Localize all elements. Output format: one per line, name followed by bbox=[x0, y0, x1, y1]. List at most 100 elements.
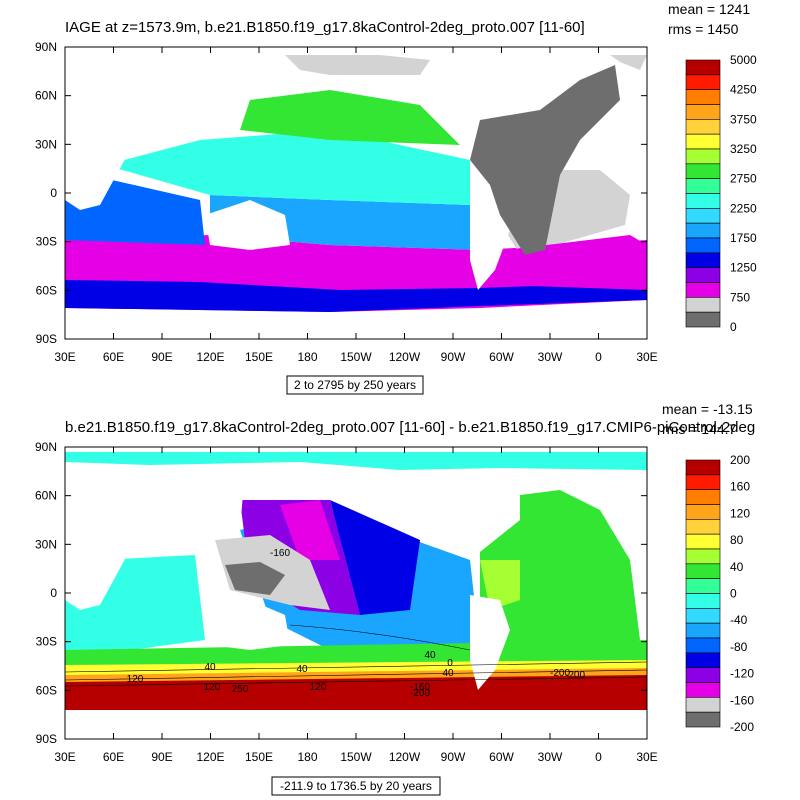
contour-label: 120 bbox=[310, 682, 327, 693]
contour-label: -200 bbox=[550, 668, 570, 679]
y-tick-label: 30N bbox=[35, 537, 57, 551]
top-asia bbox=[110, 55, 250, 150]
x-tick-label: 90W bbox=[441, 350, 466, 364]
bottom-atlantic-green bbox=[480, 490, 640, 665]
bottom-colorbar: 200 160 120 80 40 0 -40 -80 -120 -160 -200 bbox=[685, 453, 754, 734]
bottom-range-box bbox=[271, 776, 441, 796]
colorbar-swatch bbox=[685, 267, 721, 283]
colorbar-label: -200 bbox=[730, 720, 754, 734]
bottom-arctic-cyan bbox=[65, 452, 647, 470]
colorbar-swatch bbox=[685, 119, 721, 135]
colorbar-label: -120 bbox=[730, 667, 754, 681]
top-y-axis: 90N 60N 30N 0 30S 60S 90S bbox=[35, 40, 647, 346]
colorbar-swatch bbox=[685, 548, 721, 565]
bottom-north-america bbox=[420, 470, 520, 560]
x-tick-label: 120E bbox=[196, 750, 224, 764]
colorbar-label: 5000 bbox=[730, 53, 757, 67]
bottom-rms: rms = 144.7 bbox=[662, 421, 737, 437]
colorbar-label: 0 bbox=[730, 587, 737, 601]
top-africa bbox=[65, 105, 130, 210]
bottom-x-axis: 30E 60E 90E 120E 150E 180 150W 120W 90W 60W 30W 0 30… bbox=[54, 447, 658, 764]
colorbar-label: 750 bbox=[730, 290, 750, 304]
contour-label: 40 bbox=[442, 668, 454, 679]
top-panel: IAGE at z=1573.9m, b.e21.B1850.f19_g17.8… bbox=[35, 1, 757, 395]
bottom-africa bbox=[65, 505, 130, 610]
colorbar-label: 160 bbox=[730, 480, 750, 494]
colorbar-swatch bbox=[685, 74, 721, 90]
y-tick-label: 60N bbox=[35, 489, 57, 503]
colorbar-swatch bbox=[685, 608, 721, 624]
top-mean: mean = 1241 bbox=[668, 1, 750, 17]
colorbar-label: 40 bbox=[730, 560, 744, 574]
x-tick-label: 180 bbox=[297, 350, 317, 364]
y-tick-label: 30N bbox=[35, 137, 57, 151]
x-tick-label: 150E bbox=[245, 750, 273, 764]
colorbar-label: 3250 bbox=[730, 142, 757, 156]
y-tick-label: 90N bbox=[35, 440, 57, 454]
bottom-pacific-dark bbox=[225, 562, 285, 595]
colorbar-label: 1750 bbox=[730, 231, 757, 245]
x-tick-label: 30E bbox=[636, 750, 657, 764]
y-tick-label: 0 bbox=[50, 186, 57, 200]
colorbar-swatch bbox=[685, 637, 721, 654]
colorbar-label: 120 bbox=[730, 506, 750, 520]
bottom-asia bbox=[110, 470, 245, 550]
colorbar-swatch bbox=[685, 652, 721, 668]
colorbar-swatch bbox=[685, 489, 721, 505]
x-tick-label: 180 bbox=[297, 750, 317, 764]
bottom-south-america bbox=[470, 595, 510, 690]
x-tick-label: 60W bbox=[489, 350, 514, 364]
top-dark-region bbox=[470, 65, 620, 255]
colorbar-label: 3750 bbox=[730, 112, 757, 126]
top-x-axis: 30E 60E 90E 120E 150E 180 150W 120W 90W 60W 30W 0 30… bbox=[54, 47, 658, 364]
top-arctic-light-east bbox=[610, 55, 647, 70]
contour-label: -160 bbox=[270, 548, 290, 559]
top-colorbar: 5000 4250 3750 3250 2750 2250 1750 1250 750 0 bbox=[685, 53, 757, 334]
y-tick-label: 30S bbox=[36, 635, 57, 649]
colorbar-swatch bbox=[685, 193, 721, 209]
contour-label: -160 bbox=[410, 682, 430, 693]
y-tick-label: 90N bbox=[35, 40, 57, 54]
colorbar-swatch bbox=[685, 519, 721, 535]
colorbar-label: 2250 bbox=[730, 201, 757, 215]
bottom-title: b.e21.B1850.f19_g17.8kaControl-2deg_prot… bbox=[65, 419, 755, 436]
colorbar-label: 0 bbox=[730, 320, 737, 334]
bottom-range-label: -211.9 to 1736.5 by 20 years bbox=[280, 779, 432, 793]
colorbar-label: -80 bbox=[730, 640, 748, 654]
contour-label: 250 bbox=[232, 684, 249, 695]
bottom-mean: mean = -13.15 bbox=[662, 401, 753, 417]
colorbar-swatch bbox=[685, 222, 721, 239]
colorbar-swatch bbox=[685, 311, 721, 328]
colorbar-swatch bbox=[685, 667, 721, 683]
y-tick-label: 60S bbox=[36, 683, 57, 697]
colorbar-label: 200 bbox=[730, 453, 750, 467]
colorbar-swatch bbox=[685, 711, 721, 728]
x-tick-label: 30E bbox=[54, 750, 75, 764]
colorbar-swatch bbox=[685, 59, 721, 76]
colorbar-swatch bbox=[685, 474, 721, 490]
colorbar-swatch bbox=[685, 297, 721, 313]
x-tick-label: 90W bbox=[441, 750, 466, 764]
top-arctic-light bbox=[285, 55, 430, 75]
top-rms: rms = 1450 bbox=[668, 21, 739, 37]
x-tick-label: 60E bbox=[103, 750, 124, 764]
bottom-y-axis: 90N 60N 30N 0 30S 60S 90S bbox=[35, 440, 647, 746]
colorbar-swatch bbox=[685, 178, 721, 194]
x-tick-label: 0 bbox=[595, 750, 602, 764]
colorbar-swatch bbox=[685, 563, 721, 579]
contour-label: 120 bbox=[127, 674, 144, 685]
top-deep-blue bbox=[65, 280, 647, 312]
contour-label: -200 bbox=[565, 670, 585, 681]
colorbar-swatch bbox=[685, 282, 721, 298]
contour-label: 0 bbox=[447, 658, 453, 669]
colorbar-swatch bbox=[685, 163, 721, 179]
y-tick-label: 90S bbox=[36, 732, 57, 746]
colorbar-swatch bbox=[685, 252, 721, 268]
contour-label: 40 bbox=[296, 664, 308, 675]
top-map bbox=[65, 47, 647, 339]
x-tick-label: 150E bbox=[245, 350, 273, 364]
x-tick-label: 30E bbox=[54, 350, 75, 364]
colorbar-swatch bbox=[685, 578, 721, 594]
